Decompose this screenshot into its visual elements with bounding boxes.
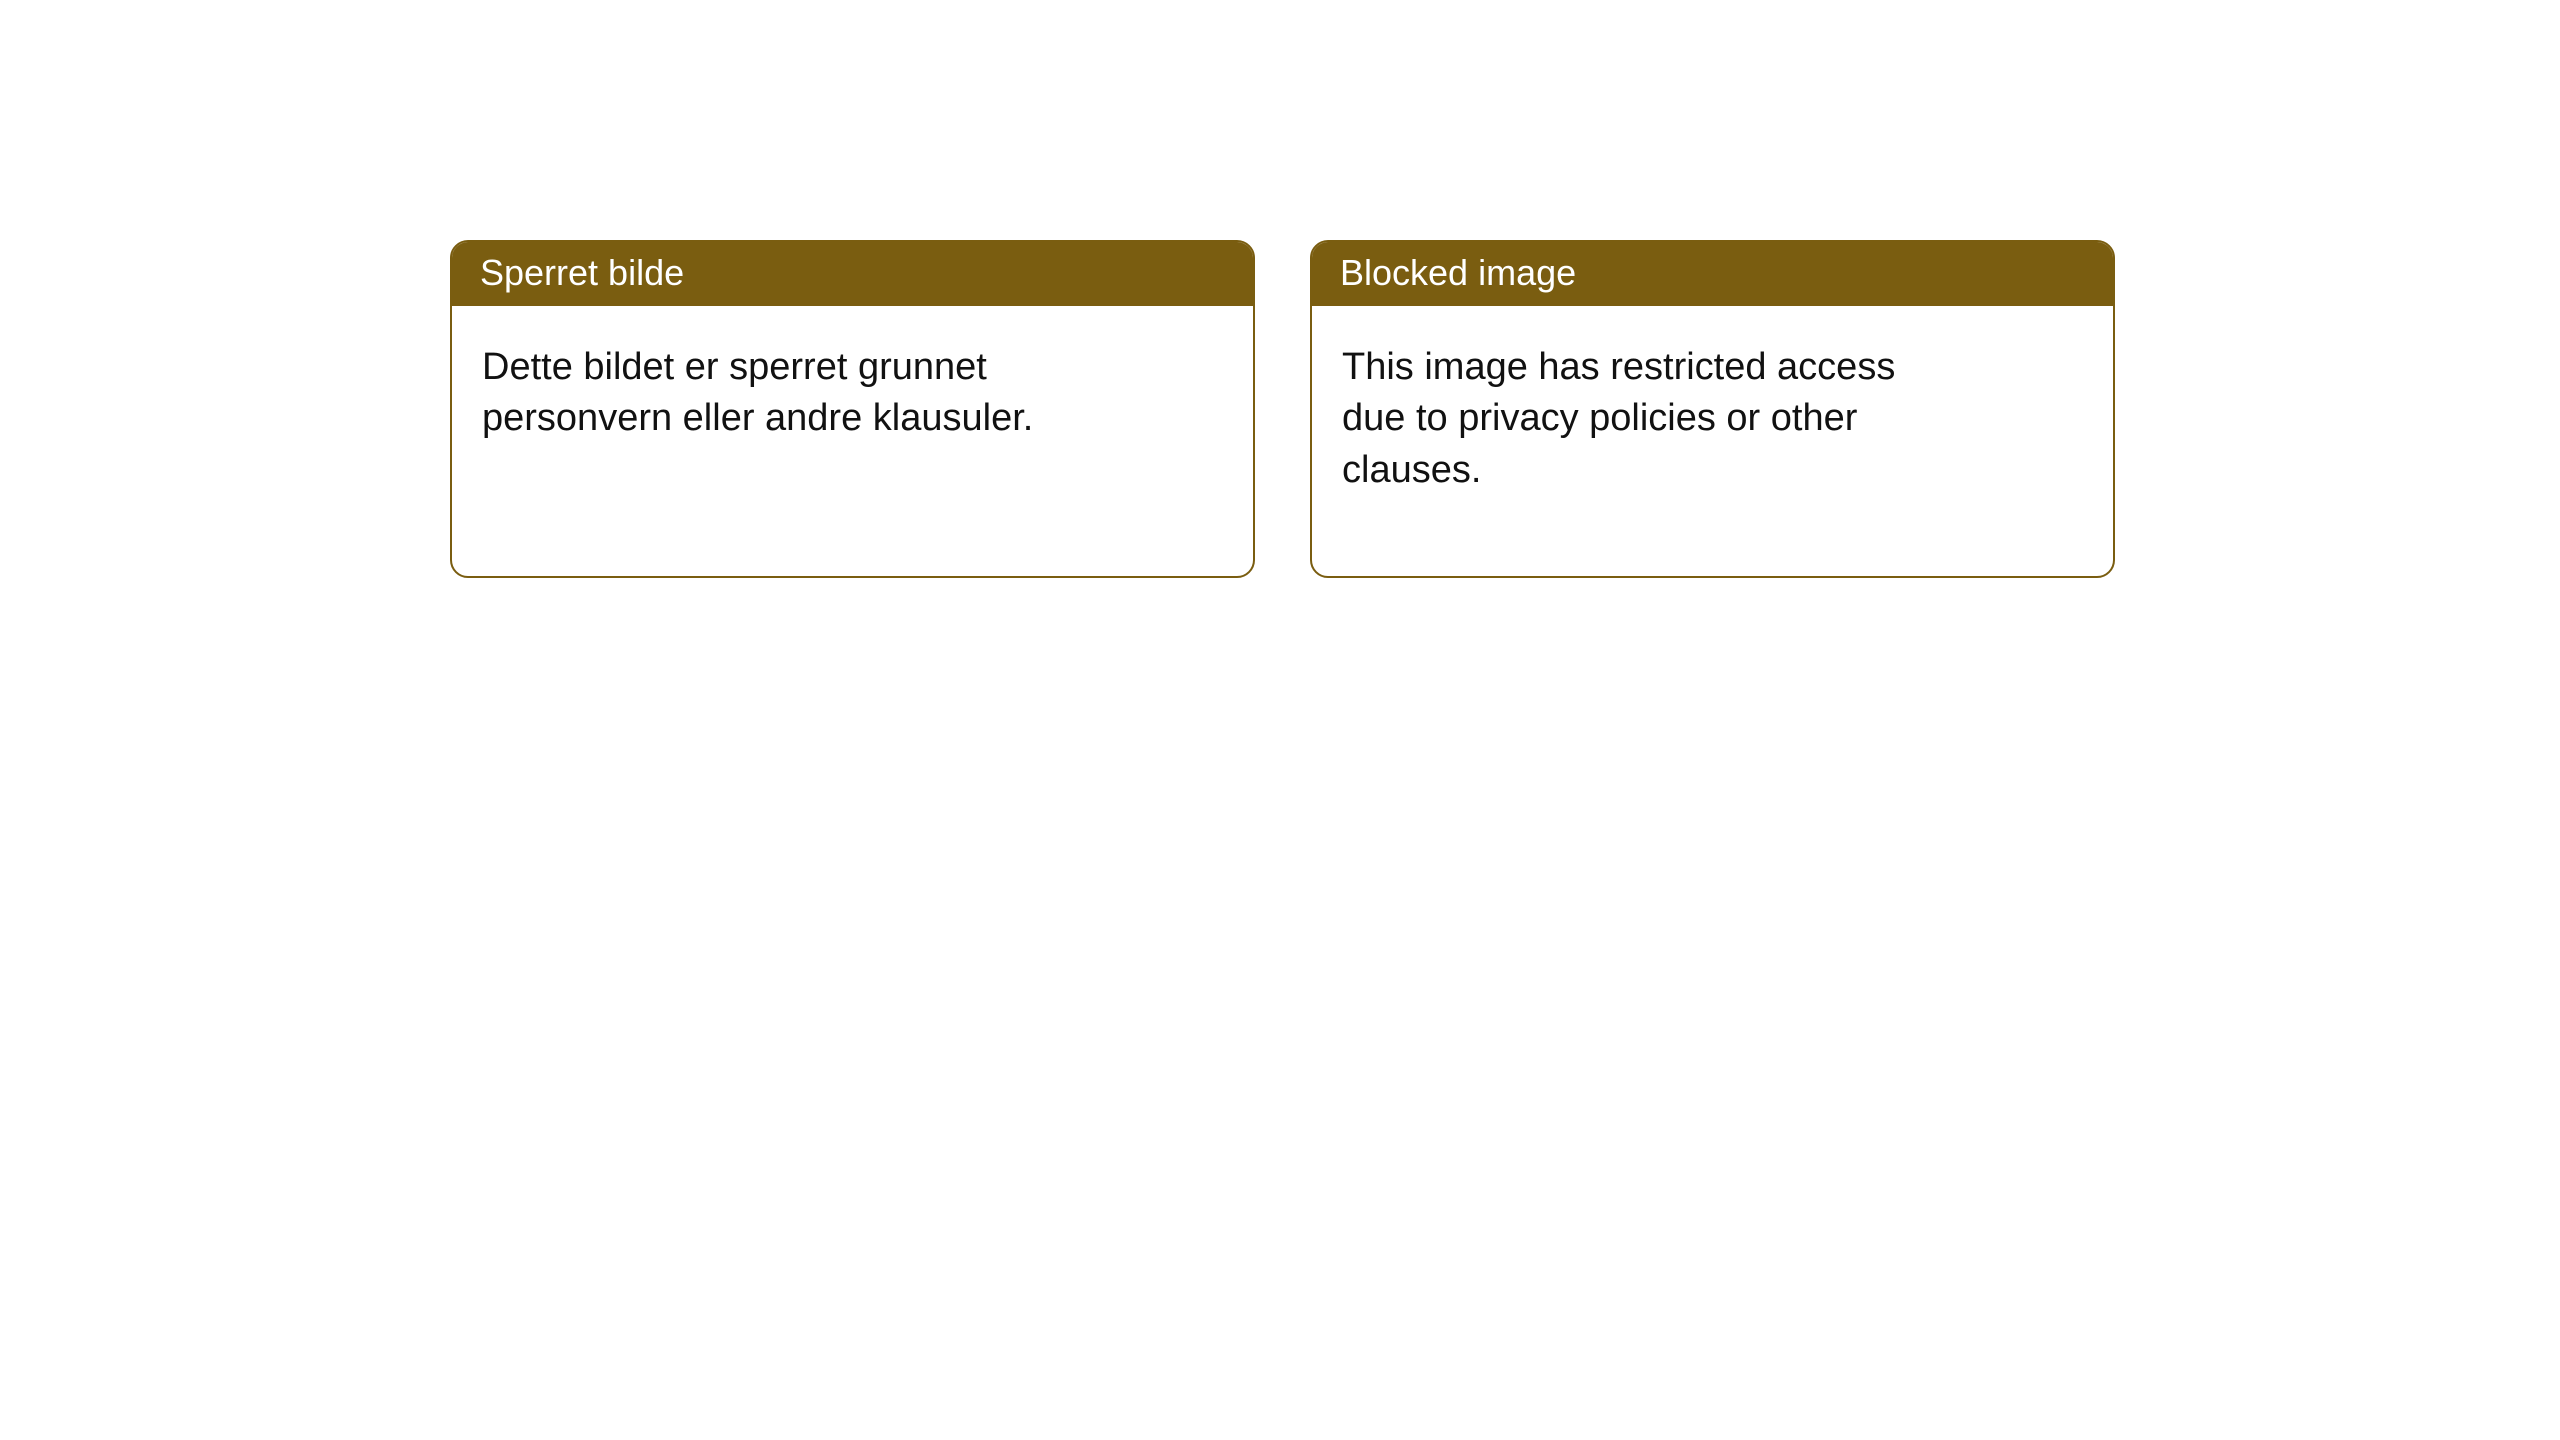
notice-body: Dette bildet er sperret grunnet personve… [452,306,1132,525]
notice-title: Sperret bilde [480,252,684,293]
notice-header: Sperret bilde [452,242,1253,306]
notice-header: Blocked image [1312,242,2113,306]
notice-card-norwegian: Sperret bilde Dette bildet er sperret gr… [450,240,1255,578]
notice-card-english: Blocked image This image has restricted … [1310,240,2115,578]
notice-title: Blocked image [1340,252,1576,293]
notice-cards-container: Sperret bilde Dette bildet er sperret gr… [0,0,2560,578]
notice-body-text: This image has restricted access due to … [1342,346,1895,491]
notice-body-text: Dette bildet er sperret grunnet personve… [482,346,1033,439]
notice-body: This image has restricted access due to … [1312,306,1992,576]
